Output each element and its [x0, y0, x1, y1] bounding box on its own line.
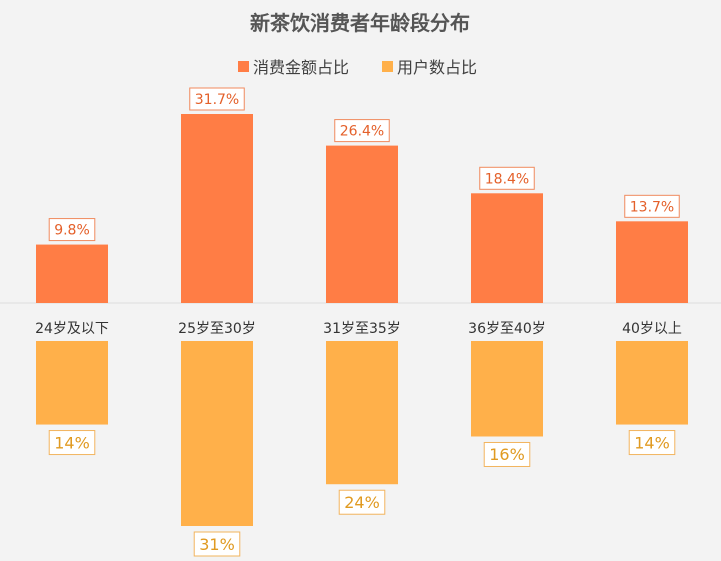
category-label-4: 40岁以上	[622, 321, 682, 337]
data-label-amount-0-box	[48, 218, 96, 242]
data-label-users-0-box	[48, 430, 96, 456]
legend-swatch-users	[382, 61, 393, 72]
legend: 消费金额占比 用户数占比	[238, 58, 477, 77]
bar-users-0	[36, 341, 108, 425]
chart-title: 新茶饮消费者年龄段分布	[250, 11, 470, 35]
data-label-amount-4-box	[624, 194, 680, 218]
data-label-users-1-box	[193, 531, 241, 557]
category-label-1: 25岁至30岁	[178, 321, 256, 337]
bar-amount-1	[181, 114, 253, 303]
data-label-users-1: 31%	[199, 535, 235, 554]
category-label-2: 31岁至35岁	[323, 321, 401, 337]
data-label-amount-3-box	[479, 166, 535, 190]
data-label-users-0: 14%	[54, 433, 90, 452]
bar-users-2	[326, 341, 398, 485]
legend-swatch-amount	[238, 61, 249, 72]
legend-label-users: 用户数占比	[397, 58, 477, 77]
data-label-users-4: 14%	[634, 433, 670, 452]
bar-users-4	[616, 341, 688, 425]
data-label-amount-2-box	[334, 119, 390, 143]
category-labels: 24岁及以下 25岁至30岁 31岁至35岁 36岁至40岁 40岁以上	[35, 321, 682, 337]
category-label-3: 36岁至40岁	[468, 321, 546, 337]
data-label-amount-4: 13.7%	[630, 199, 674, 215]
bar-users-1	[181, 341, 253, 526]
category-label-0: 24岁及以下	[35, 321, 109, 337]
data-label-users-2: 24%	[344, 493, 380, 512]
data-label-users-4-box	[628, 430, 676, 456]
data-label-users-2-box	[338, 489, 386, 515]
data-label-amount-3: 18.4%	[485, 171, 529, 187]
data-label-users-3: 16%	[489, 445, 525, 464]
data-label-amount-1: 31.7%	[195, 92, 239, 108]
bar-amount-0	[36, 244, 108, 303]
data-label-amount-2: 26.4%	[340, 124, 384, 140]
series-amount-bars: 9.8% 31.7% 26.4% 18.4% 13.7%	[36, 87, 688, 303]
series-users-bars: 14% 31% 24% 16% 14%	[36, 341, 688, 557]
data-label-users-3-box	[483, 441, 531, 467]
bar-amount-3	[471, 193, 543, 303]
data-label-amount-1-box	[189, 87, 245, 111]
bar-users-3	[471, 341, 543, 437]
legend-label-amount: 消费金额占比	[253, 58, 349, 77]
data-label-amount-0: 9.8%	[54, 223, 90, 239]
bar-amount-2	[326, 145, 398, 303]
bar-amount-4	[616, 221, 688, 303]
